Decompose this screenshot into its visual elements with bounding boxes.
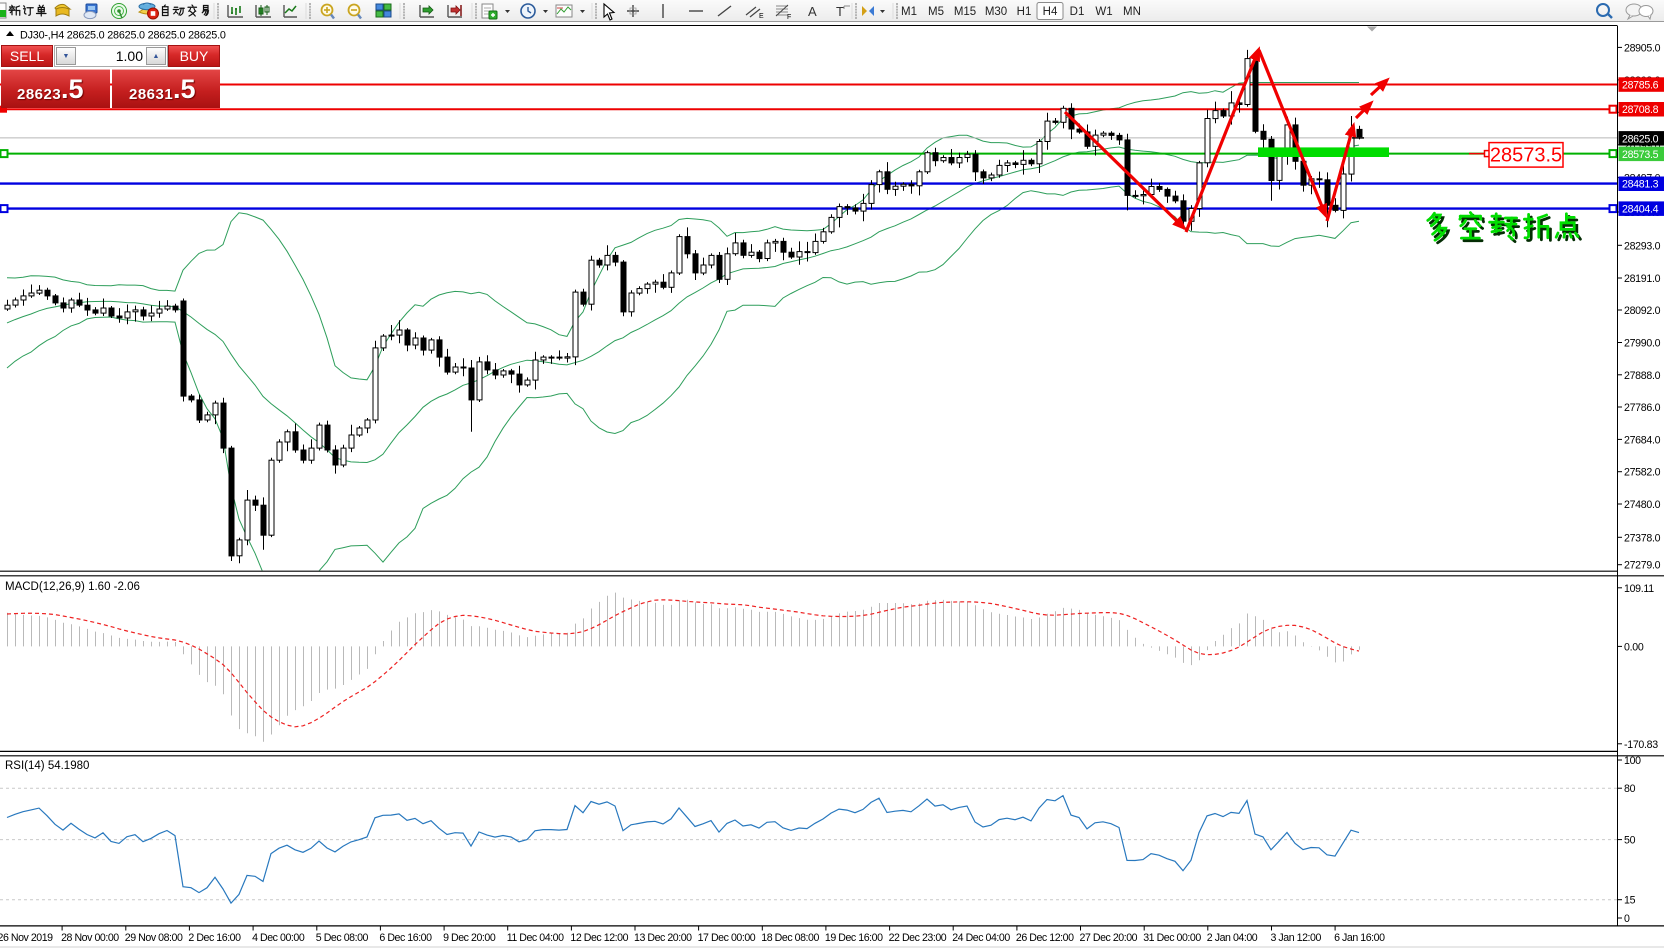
svg-text:27279.0: 27279.0 <box>1624 560 1661 572</box>
svg-text:28404.4: 28404.4 <box>1622 204 1659 216</box>
svg-text:28 Nov 00:00: 28 Nov 00:00 <box>61 932 119 944</box>
svg-text:26 Nov 2019: 26 Nov 2019 <box>0 932 53 944</box>
svg-text:MACD(12,26,9) 1.60 -2.06: MACD(12,26,9) 1.60 -2.06 <box>5 581 140 593</box>
svg-text:28625.0: 28625.0 <box>1622 133 1659 145</box>
svg-text:M15: M15 <box>954 6 976 18</box>
svg-text:109.11: 109.11 <box>1624 583 1654 595</box>
svg-text:28092.0: 28092.0 <box>1624 305 1661 317</box>
svg-text:27582.0: 27582.0 <box>1624 467 1661 479</box>
svg-text:M1: M1 <box>901 6 917 18</box>
svg-text:28573.5: 28573.5 <box>1622 149 1659 161</box>
svg-text:27684.0: 27684.0 <box>1624 434 1661 446</box>
svg-text:26 Dec 12:00: 26 Dec 12:00 <box>1016 932 1074 944</box>
svg-text:28785.6: 28785.6 <box>1622 80 1659 92</box>
svg-text:6 Jan 16:00: 6 Jan 16:00 <box>1334 932 1385 944</box>
svg-text:H1: H1 <box>1017 6 1032 18</box>
svg-text:18 Dec 08:00: 18 Dec 08:00 <box>761 932 819 944</box>
svg-text:15: 15 <box>1624 895 1636 907</box>
svg-text:2 Jan 04:00: 2 Jan 04:00 <box>1207 932 1258 944</box>
svg-text:80: 80 <box>1624 783 1636 795</box>
svg-text:H4: H4 <box>1043 6 1058 18</box>
svg-text:22 Dec 23:00: 22 Dec 23:00 <box>889 932 947 944</box>
svg-text:3 Jan 12:00: 3 Jan 12:00 <box>1271 932 1322 944</box>
svg-text:12 Dec 12:00: 12 Dec 12:00 <box>570 932 628 944</box>
svg-text:27 Dec 20:00: 27 Dec 20:00 <box>1080 932 1138 944</box>
svg-text:28191.0: 28191.0 <box>1624 273 1661 285</box>
svg-text:27480.0: 27480.0 <box>1624 499 1661 511</box>
svg-text:F: F <box>787 14 791 21</box>
svg-text:9 Dec 20:00: 9 Dec 20:00 <box>443 932 496 944</box>
svg-text:27888.0: 27888.0 <box>1624 370 1661 382</box>
svg-text:5 Dec 08:00: 5 Dec 08:00 <box>316 932 369 944</box>
svg-text:28573.5: 28573.5 <box>1490 145 1562 167</box>
svg-text:-170.83: -170.83 <box>1624 739 1658 751</box>
svg-text:4 Dec 00:00: 4 Dec 00:00 <box>252 932 305 944</box>
svg-text:M30: M30 <box>985 6 1007 18</box>
svg-text:27990.0: 27990.0 <box>1624 338 1661 350</box>
svg-text:W1: W1 <box>1095 6 1112 18</box>
svg-text:24 Dec 04:00: 24 Dec 04:00 <box>952 932 1010 944</box>
svg-text:17 Dec 00:00: 17 Dec 00:00 <box>698 932 756 944</box>
svg-text:RSI(14) 54.1980: RSI(14) 54.1980 <box>5 760 89 772</box>
svg-text:6 Dec 16:00: 6 Dec 16:00 <box>379 932 432 944</box>
svg-text:2 Dec 16:00: 2 Dec 16:00 <box>188 932 241 944</box>
svg-text:100: 100 <box>1624 755 1641 767</box>
svg-text:50: 50 <box>1624 835 1636 847</box>
svg-text:28708.8: 28708.8 <box>1622 104 1659 116</box>
svg-text:29 Nov 08:00: 29 Nov 08:00 <box>125 932 183 944</box>
svg-text:28293.0: 28293.0 <box>1624 240 1661 252</box>
svg-text:DJ30-,H4 28625.0 28625.0 28625: DJ30-,H4 28625.0 28625.0 28625.0 28625.0 <box>20 30 226 42</box>
svg-text:MN: MN <box>1123 6 1141 18</box>
svg-text:0: 0 <box>1624 913 1630 925</box>
svg-text:13 Dec 20:00: 13 Dec 20:00 <box>634 932 692 944</box>
svg-text:0.00: 0.00 <box>1624 641 1644 653</box>
svg-text:T: T <box>836 4 844 19</box>
svg-text:27786.0: 27786.0 <box>1624 402 1661 414</box>
svg-text:27378.0: 27378.0 <box>1624 532 1661 544</box>
svg-text:A: A <box>808 4 817 19</box>
svg-text:28481.3: 28481.3 <box>1622 179 1659 191</box>
svg-text:11 Dec 04:00: 11 Dec 04:00 <box>507 932 564 944</box>
svg-text:28905.0: 28905.0 <box>1624 42 1661 54</box>
svg-text:E: E <box>759 13 764 20</box>
svg-text:M5: M5 <box>928 6 944 18</box>
svg-text:D1: D1 <box>1070 6 1085 18</box>
svg-text:19 Dec 16:00: 19 Dec 16:00 <box>825 932 883 944</box>
svg-text:31 Dec 00:00: 31 Dec 00:00 <box>1143 932 1201 944</box>
